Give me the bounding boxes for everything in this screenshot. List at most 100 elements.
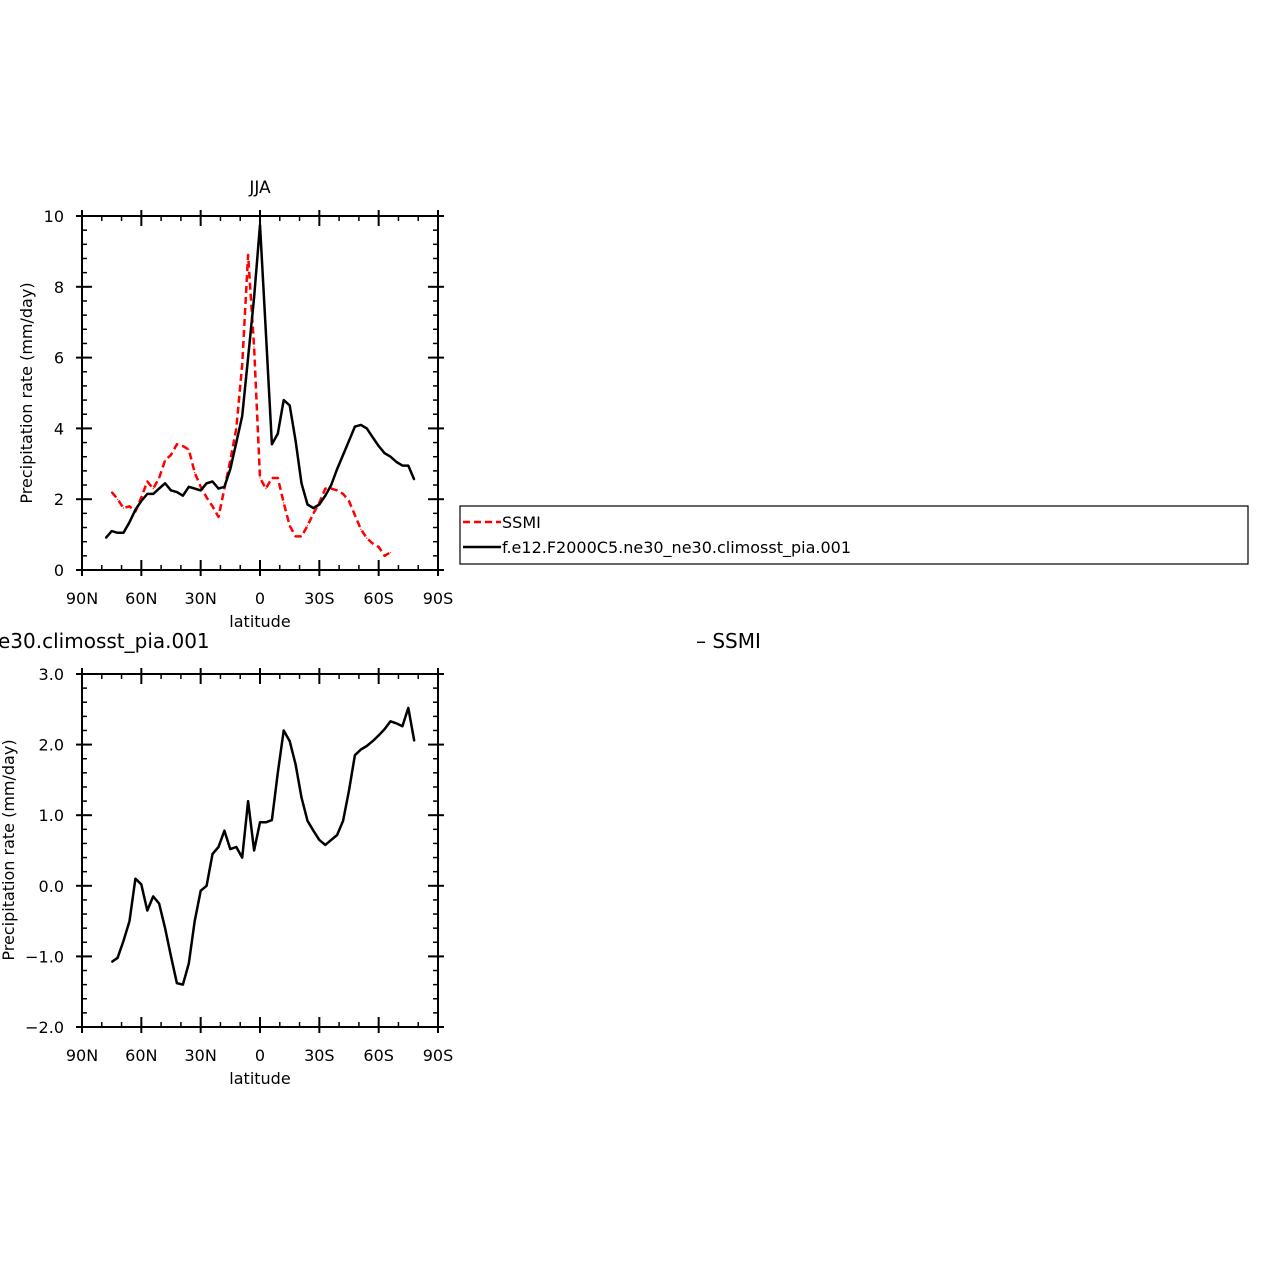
top-x-tick-label: 30N	[185, 589, 217, 608]
top-series-line-1	[104, 223, 416, 539]
top-series-point-0	[140, 496, 142, 499]
top-y-tick-label: 6	[54, 349, 64, 368]
bottom-series-point-0	[289, 740, 291, 742]
top-series-point-1	[318, 503, 320, 506]
top-series-point-1	[378, 445, 380, 447]
top-series-point-1	[211, 480, 214, 483]
bottom-series-point-0	[407, 707, 409, 709]
bottom-series-point-0	[384, 728, 386, 730]
top-panel-frame	[81, 215, 439, 571]
top-series-point-1	[407, 464, 409, 467]
bottom-series-point-0	[211, 853, 214, 855]
top-series-point-0	[146, 480, 148, 483]
bottom-series-point-0	[389, 720, 392, 722]
top-series-point-1	[283, 399, 285, 401]
bottom-panel: e30.climosst_pia.001 – SSMI Precipitatio…	[0, 629, 761, 1088]
top-series-point-1	[306, 503, 309, 506]
bottom-series-point-0	[217, 846, 220, 848]
top-series-point-1	[259, 224, 261, 226]
bottom-series-point-0	[111, 961, 113, 963]
top-series-point-1	[265, 332, 267, 334]
bottom-series-point-0	[342, 820, 344, 822]
bottom-y-tick-label: 2.0	[39, 736, 64, 755]
bottom-x-tick-label: 90S	[423, 1046, 454, 1065]
top-series-point-0	[152, 487, 154, 490]
top-series-point-0	[283, 502, 285, 504]
top-panel: JJA Precipitation rate (mm/day) latitude…	[17, 178, 453, 631]
top-series-point-0	[117, 498, 119, 500]
top-series-point-0	[247, 254, 249, 256]
top-series-point-1	[372, 436, 374, 438]
top-series-point-1	[401, 464, 403, 467]
top-series-point-1	[395, 461, 398, 463]
top-series-point-0	[348, 500, 350, 502]
bottom-series-point-0	[372, 740, 374, 742]
bottom-series-point-0	[295, 763, 297, 765]
top-series-point-0	[259, 477, 261, 479]
top-series-point-1	[194, 487, 196, 490]
top-series-point-0	[277, 477, 279, 479]
bottom-series-point-0	[235, 846, 237, 848]
bottom-series-point-0	[395, 722, 398, 725]
legend-label-ssmi: SSMI	[502, 513, 541, 532]
bottom-series-point-0	[348, 789, 350, 792]
top-series-point-1	[336, 468, 338, 470]
top-y-tick-label: 10	[44, 207, 64, 226]
y-axis-label: Precipitation rate (mm/day)	[17, 282, 36, 503]
top-x-tick-label: 0	[255, 589, 265, 608]
top-series-point-0	[378, 546, 380, 548]
bottom-series-point-0	[360, 748, 362, 751]
top-series-point-0	[354, 514, 356, 516]
bottom-series-point-0	[378, 734, 380, 737]
bottom-x-tick-label: 90N	[66, 1046, 98, 1065]
bottom-series-point-0	[277, 772, 279, 774]
top-x-tick-label: 90N	[66, 589, 98, 608]
bottom-series-point-0	[140, 883, 142, 885]
top-series-point-1	[384, 452, 386, 454]
bottom-y-tick-label: 0.0	[39, 877, 64, 896]
top-series-point-0	[170, 454, 172, 456]
top-series-point-0	[372, 542, 374, 545]
bottom-series-point-0	[194, 920, 196, 922]
bottom-panel-frame	[81, 673, 439, 1028]
top-series-point-1	[229, 468, 231, 470]
bottom-panel-series	[110, 706, 416, 986]
legend-label-model: f.e12.F2000C5.ne30_ne30.climosst_pia.001	[502, 538, 851, 558]
top-series-point-1	[200, 489, 202, 491]
top-series-point-1	[188, 486, 190, 488]
top-series-point-1	[128, 521, 131, 523]
top-series-point-1	[324, 495, 326, 497]
top-y-tick-label: 2	[54, 490, 64, 509]
top-series-point-1	[235, 441, 237, 444]
legend-box	[459, 505, 1249, 565]
top-series-point-1	[342, 454, 344, 456]
top-series-point-0	[188, 449, 190, 451]
top-series-point-0	[217, 516, 220, 518]
top-series-point-1	[117, 532, 119, 534]
bottom-y-label-clip: Precipitation rate (mm/day)	[0, 739, 18, 960]
top-series-point-1	[312, 507, 314, 509]
bottom-x-tick-label: 30N	[185, 1046, 217, 1065]
top-series-point-1	[389, 456, 392, 458]
top-series-point-0	[253, 346, 255, 348]
bottom-series-point-0	[117, 957, 119, 959]
bottom-series-point-0	[223, 830, 225, 832]
top-series-point-1	[300, 482, 303, 484]
bottom-x-tick-label: 60S	[363, 1046, 394, 1065]
bottom-series-point-0	[306, 820, 309, 822]
bottom-y-axis-label: Precipitation rate (mm/day)	[0, 739, 18, 960]
top-series-point-0	[206, 496, 208, 499]
top-series-point-0	[111, 491, 113, 493]
bottom-series-point-0	[164, 927, 166, 929]
top-series-point-1	[223, 486, 225, 488]
top-series-point-0	[342, 493, 344, 495]
bottom-y-tick-label: 3.0	[39, 665, 64, 684]
top-series-point-0	[324, 487, 326, 490]
bottom-series-point-0	[265, 821, 267, 823]
top-series-point-1	[122, 532, 125, 534]
top-series-point-0	[211, 505, 214, 507]
top-x-tick-label: 30S	[304, 589, 335, 608]
bottom-title-right-fragment: – SSMI	[696, 629, 761, 653]
top-series-point-1	[164, 482, 166, 484]
